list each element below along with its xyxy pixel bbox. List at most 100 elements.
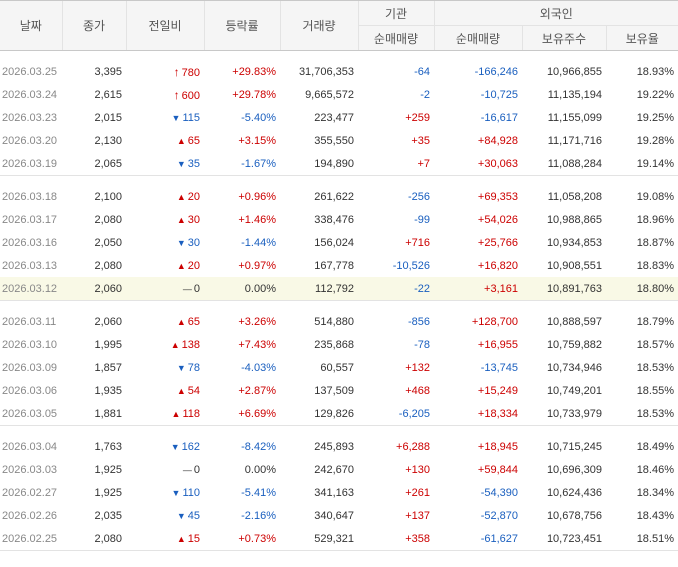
cell-foreign-ratio: 18.87% xyxy=(636,236,674,249)
change-value: 20 xyxy=(187,259,200,272)
cell-institution-net: -256 xyxy=(407,190,430,203)
cell-date: 2026.03.19 xyxy=(0,152,62,176)
cell-foreign-ratio: 18.51% xyxy=(606,527,678,551)
table-row[interactable]: 2026.03.20 2,130 ▲ 65 +3.15% 355,550 +35 +84,92… xyxy=(0,129,678,152)
table-row[interactable]: 2026.03.03 1,925 —0 0.00% 242,670 +130 +59,844… xyxy=(0,458,678,481)
cell-institution-net: -2 xyxy=(420,88,430,101)
cell-rate: -8.42% xyxy=(241,440,276,453)
header-foreign-ratio[interactable]: 보유율 xyxy=(605,25,678,51)
cell-institution-net: -64 xyxy=(414,65,430,78)
down-triangle-icon: ▼ xyxy=(171,487,181,498)
cell-rate: +29.83% xyxy=(232,65,276,78)
down-triangle-icon: ▼ xyxy=(170,441,180,452)
cell-foreign-ratio: 18.83% xyxy=(636,259,674,272)
cell-foreign-ratio: 18.79% xyxy=(636,315,674,328)
cell-foreign-holdings: 10,888,597 xyxy=(546,315,602,328)
up-triangle-icon: ▲ xyxy=(176,385,186,396)
group-spacer xyxy=(0,51,678,61)
table-row[interactable]: 2026.02.25 2,080 ▲ 15 +0.73% 529,321 +358 -61,6… xyxy=(0,527,678,551)
table-row[interactable]: 2026.03.12 2,060—0 0.00% 112,792 -22 +3,161 10… xyxy=(0,277,678,301)
cell-rate: 0.00% xyxy=(204,277,280,301)
table-row[interactable]: 2026.03.18 2,100 ▲ 20 +0.96% 261,622 -256 +69,3… xyxy=(0,185,678,208)
cell-date: 2026.03.20 xyxy=(2,134,58,147)
header-close[interactable]: 종가 xyxy=(61,0,126,51)
change-value: 30 xyxy=(187,213,200,226)
cell-close: 2,060 xyxy=(62,277,126,301)
cell-rate: +0.97% xyxy=(238,259,276,272)
table-row[interactable]: 2026.03.06 1,935 ▲ 54 +2.87% 137,509 +468 +15,2… xyxy=(0,379,678,402)
cell-date: 2026.03.16 xyxy=(2,236,58,249)
cell-volume: 129,826 xyxy=(280,402,358,426)
upper-limit-arrow-icon: ↑ xyxy=(173,64,180,79)
cell-rate: +0.73% xyxy=(204,527,280,551)
cell-rate: -4.03% xyxy=(241,361,276,374)
cell-rate: -2.16% xyxy=(241,509,276,522)
cell-foreign-holdings: 10,749,201 xyxy=(546,384,602,397)
cell-change: ▲ 118 xyxy=(126,402,204,426)
cell-foreign-net: +18,945 xyxy=(477,440,518,453)
cell-volume: 194,890 xyxy=(280,152,358,176)
cell-foreign-ratio: 18.93% xyxy=(636,65,674,78)
header-rate[interactable]: 등락률 xyxy=(203,0,280,51)
cell-foreign-holdings: 10,934,853 xyxy=(546,236,602,249)
change-value: 110 xyxy=(182,486,200,499)
cell-date: 2026.03.10 xyxy=(2,338,58,351)
cell-volume: 514,880 xyxy=(314,315,354,328)
table-row[interactable]: 2026.03.19 2,065 ▼ 35 -1.67% 194,890 +7 +30,063… xyxy=(0,152,678,176)
header-institution-net[interactable]: 순매매량 xyxy=(357,25,434,51)
cell-close: 1,925 xyxy=(94,463,122,476)
cell-foreign-net: +16,955 xyxy=(477,338,518,351)
table-row[interactable]: 2026.02.26 2,035 ▼ 45 -2.16% 340,647 +137 -52,8… xyxy=(0,504,678,527)
cell-foreign-holdings: 11,088,284 xyxy=(522,152,606,176)
up-triangle-icon: ▲ xyxy=(171,408,181,419)
cell-change: ▼ 45 xyxy=(126,504,204,527)
cell-volume: 137,509 xyxy=(314,384,354,397)
cell-volume: 60,557 xyxy=(320,361,354,374)
cell-date: 2026.03.06 xyxy=(2,384,58,397)
table-row[interactable]: 2026.03.13 2,080 ▲ 20 +0.97% 167,778 -10,526 +1… xyxy=(0,254,678,277)
table-row[interactable]: 2026.03.05 1,881 ▲ 118 +6.69% 129,826 -6,205 +1… xyxy=(0,402,678,426)
cell-foreign-ratio: 18.96% xyxy=(636,213,674,226)
table-row[interactable]: 2026.03.23 2,015 ▼ 115 -5.40% 223,477 +259 -16,… xyxy=(0,106,678,129)
table-row[interactable]: 2026.03.17 2,080 ▲ 30 +1.46% 338,476 -99 +54,02… xyxy=(0,208,678,231)
change-value: 0 xyxy=(193,463,200,476)
cell-change: ↑ 780 xyxy=(126,60,204,83)
cell-close: 2,080 xyxy=(62,527,126,551)
table-row[interactable]: 2026.02.27 1,925 ▼ 110 -5.41% 341,163 +261 -54,… xyxy=(0,481,678,504)
cell-close: 2,015 xyxy=(94,111,122,124)
cell-change: ▼ 162 xyxy=(126,435,204,458)
cell-volume: 338,476 xyxy=(314,213,354,226)
header-change[interactable]: 전일비 xyxy=(125,0,204,51)
cell-institution-net: +261 xyxy=(405,486,430,499)
cell-foreign-net: +3,161 xyxy=(434,277,522,301)
cell-date: 2026.03.04 xyxy=(2,440,58,453)
table-row[interactable]: 2026.03.04 1,763 ▼ 162 -8.42% 245,893 +6,288 +1… xyxy=(0,435,678,458)
cell-institution-net: -99 xyxy=(414,213,430,226)
up-triangle-icon: ▲ xyxy=(176,135,186,146)
cell-foreign-net: -61,627 xyxy=(434,527,522,551)
table-row[interactable]: 2026.03.10 1,995 ▲ 138 +7.43% 235,868 -78 +16,9… xyxy=(0,333,678,356)
cell-foreign-ratio: 18.57% xyxy=(636,338,674,351)
cell-volume: 341,163 xyxy=(314,486,354,499)
change-value: 30 xyxy=(187,236,200,249)
down-triangle-icon: ▼ xyxy=(176,237,186,248)
table-row[interactable]: 2026.03.24 2,615 ↑ 600 +29.78% 9,665,572 -2 -10… xyxy=(0,83,678,106)
cell-date: 2026.03.11 xyxy=(2,315,57,328)
cell-volume: 529,321 xyxy=(280,527,358,551)
cell-change: ▲ 20 xyxy=(126,254,204,277)
table-row[interactable]: 2026.03.16 2,050 ▼ 30 -1.44% 156,024 +716 +25,7… xyxy=(0,231,678,254)
flat-dash-icon: — xyxy=(182,464,192,475)
cell-foreign-net: +54,026 xyxy=(477,213,518,226)
change-value: 162 xyxy=(181,440,200,453)
down-triangle-icon: ▼ xyxy=(176,158,186,169)
down-triangle-icon: ▼ xyxy=(171,112,181,123)
table-row[interactable]: 2026.03.09 1,857 ▼ 78 -4.03% 60,557 +132 -13,74… xyxy=(0,356,678,379)
header-volume[interactable]: 거래량 xyxy=(279,0,358,51)
cell-institution-net: -78 xyxy=(414,338,430,351)
table-row[interactable]: 2026.03.25 3,395 ↑ 780 +29.83% 31,706,353 -64 -… xyxy=(0,60,678,83)
cell-volume: 112,792 xyxy=(280,277,358,301)
table-row[interactable]: 2026.03.11 2,060 ▲ 65 +3.26% 514,880 -856 +128,… xyxy=(0,310,678,333)
header-foreign-net[interactable]: 순매매량 xyxy=(433,25,522,51)
header-foreign-holdings[interactable]: 보유주수 xyxy=(521,25,606,51)
header-date[interactable]: 날짜 xyxy=(0,0,62,51)
